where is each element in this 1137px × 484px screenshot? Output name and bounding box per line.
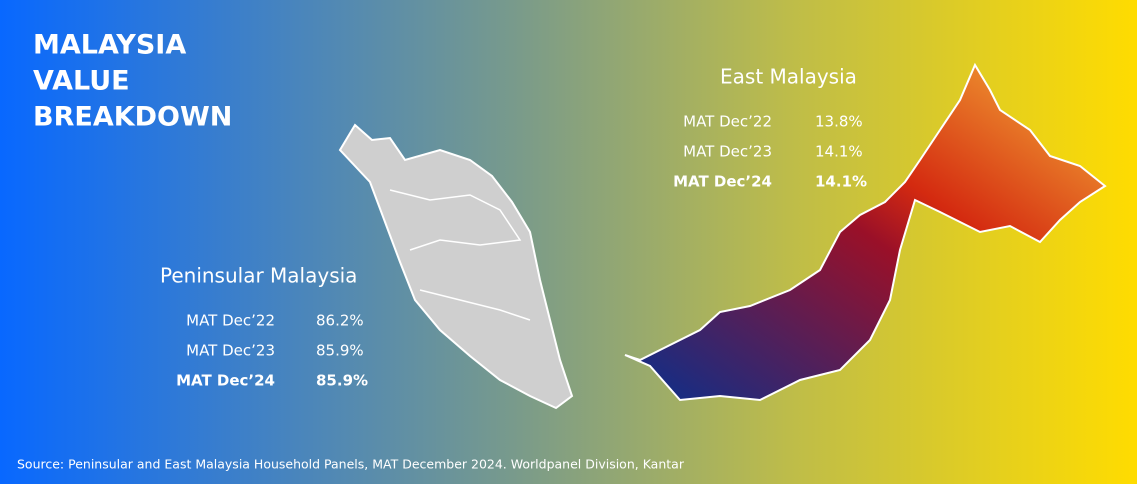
share-value: 85.9%: [316, 372, 368, 390]
share-value: 14.1%: [815, 173, 867, 191]
period-label: MAT Dec’23: [683, 143, 772, 161]
source-note: Source: Peninsular and East Malaysia Hou…: [17, 457, 685, 472]
peninsular-map: [338, 123, 574, 410]
share-value: 14.1%: [815, 143, 863, 161]
region-name: Peninsular Malaysia: [160, 264, 357, 288]
region-name: East Malaysia: [720, 65, 857, 89]
share-value: 85.9%: [316, 342, 364, 360]
state-borders: [419, 289, 531, 321]
period-label: MAT Dec’22: [683, 113, 772, 131]
period-label: MAT Dec’24: [673, 173, 772, 191]
state-borders: [389, 189, 522, 251]
title-line: MALAYSIA: [33, 30, 186, 61]
title-line: VALUE: [33, 66, 130, 97]
title-line: BREAKDOWN: [33, 102, 232, 133]
period-label: MAT Dec’23: [186, 342, 275, 360]
share-value: 86.2%: [316, 312, 364, 330]
east-map: [624, 62, 1107, 402]
share-value: 13.8%: [815, 113, 863, 131]
period-label: MAT Dec’24: [176, 372, 275, 390]
period-label: MAT Dec’22: [186, 312, 275, 330]
